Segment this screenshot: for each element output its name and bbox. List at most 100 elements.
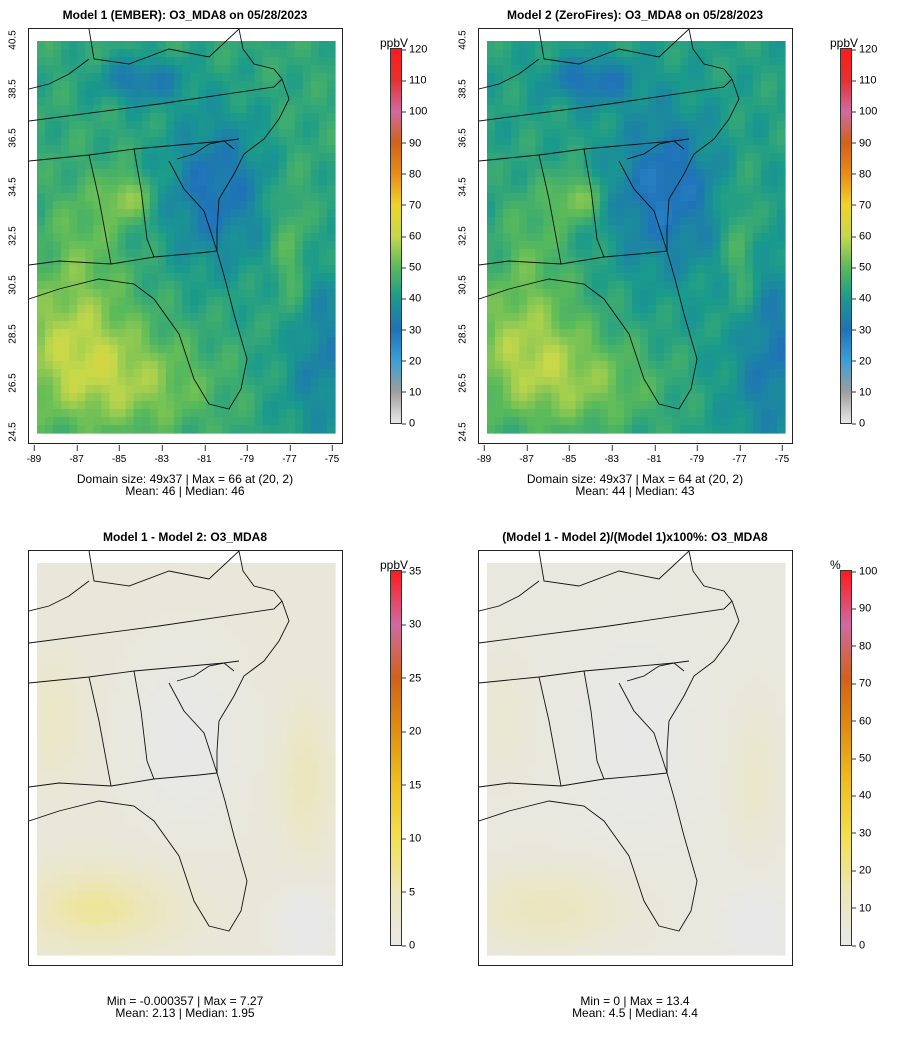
heatmap-cell <box>157 169 167 178</box>
heatmap-cell <box>696 65 706 74</box>
heatmap-cell <box>672 369 681 378</box>
heatmap-cell <box>254 811 264 820</box>
heatmap-cell <box>744 337 754 346</box>
heatmap-cell <box>575 169 585 178</box>
heatmap-cell <box>165 313 175 322</box>
heatmap-cell <box>149 153 159 162</box>
heatmap-cell <box>559 313 569 322</box>
heatmap-cell <box>615 241 625 250</box>
heatmap-cell <box>93 369 103 378</box>
heatmap-cell <box>37 835 46 844</box>
heatmap-cell <box>85 739 94 748</box>
heatmap-cell <box>527 369 536 378</box>
heatmap-cell <box>286 731 296 740</box>
heatmap-cell <box>206 273 215 282</box>
heatmap-cell <box>712 289 722 298</box>
heatmap-cell <box>173 257 183 266</box>
heatmap-cell <box>270 113 280 122</box>
heatmap-cell <box>503 377 512 386</box>
heatmap-cell <box>704 153 714 162</box>
heatmap-cell <box>326 313 336 322</box>
heatmap-cell <box>294 177 304 186</box>
heatmap-cell <box>230 587 239 596</box>
heatmap-cell <box>149 571 159 580</box>
heatmap-cell <box>768 353 778 362</box>
heatmap-cell <box>318 281 328 290</box>
heatmap-cell <box>206 401 215 410</box>
heatmap-cell <box>61 425 70 434</box>
heatmap-cell <box>238 587 247 596</box>
heatmap-cell <box>198 233 207 242</box>
heatmap-cell <box>230 65 239 74</box>
heatmap-cell <box>744 217 754 226</box>
heatmap-cell <box>680 345 689 354</box>
heatmap-cell <box>648 265 657 274</box>
heatmap-cell <box>125 611 135 620</box>
heatmap-cell <box>768 153 778 162</box>
heatmap-cell <box>278 755 288 764</box>
heatmap-cell <box>270 819 280 828</box>
heatmap-cell <box>198 603 207 612</box>
heatmap-cell <box>125 603 135 612</box>
heatmap-cell <box>190 113 199 122</box>
heatmap-cell <box>141 707 151 716</box>
heatmap-cell <box>53 249 62 258</box>
heatmap-cell <box>133 369 143 378</box>
heatmap-cell <box>607 329 617 338</box>
heatmap-cell <box>672 273 681 282</box>
heatmap-cell <box>101 651 111 660</box>
heatmap-cell <box>270 369 280 378</box>
heatmap-cell <box>599 385 609 394</box>
heatmap-cell <box>559 177 569 186</box>
heatmap-cell <box>45 369 54 378</box>
heatmap-cell <box>222 329 231 338</box>
heatmap-cell <box>246 699 256 708</box>
heatmap-cell <box>760 409 770 418</box>
heatmap-cell <box>238 417 247 426</box>
heatmap-cell <box>230 273 239 282</box>
heatmap-cell <box>181 763 191 772</box>
heatmap-cell <box>125 787 135 796</box>
heatmap-cell <box>583 313 593 322</box>
heatmap-cell <box>318 361 328 370</box>
heatmap-cell <box>85 161 94 170</box>
heatmap-cell <box>165 209 175 218</box>
heatmap-cell <box>623 49 633 58</box>
heatmap-cell <box>165 217 175 226</box>
heatmap-cell <box>591 297 601 306</box>
heatmap-cell <box>664 145 673 154</box>
heatmap-cell <box>567 369 577 378</box>
heatmap-cell <box>190 635 199 644</box>
heatmap-cell <box>286 73 296 82</box>
heatmap-cell <box>776 81 786 90</box>
heatmap-cell <box>157 715 167 724</box>
heatmap-cell <box>109 185 119 194</box>
heatmap-cell <box>141 49 151 58</box>
heatmap-cell <box>214 313 223 322</box>
heatmap-cell <box>286 377 296 386</box>
heatmap-cell <box>519 193 528 202</box>
heatmap-cell <box>704 81 714 90</box>
heatmap-cell <box>503 249 512 258</box>
heatmap-cell <box>776 233 786 242</box>
heatmap-cell <box>222 811 231 820</box>
heatmap-cell <box>270 683 280 692</box>
heatmap-cell <box>567 401 577 410</box>
heatmap-cell <box>222 265 231 274</box>
heatmap-cell <box>559 145 569 154</box>
heatmap-cell <box>736 385 746 394</box>
heatmap-cell <box>607 129 617 138</box>
heatmap-cell <box>704 185 714 194</box>
heatmap-cell <box>720 385 730 394</box>
heatmap-cell <box>286 345 296 354</box>
heatmap-cell <box>133 731 143 740</box>
heatmap-cell <box>157 755 167 764</box>
heatmap-cell <box>53 97 62 106</box>
heatmap-cell <box>326 779 336 788</box>
heatmap-cell <box>583 129 593 138</box>
heatmap-cell <box>157 321 167 330</box>
heatmap-cell <box>238 257 247 266</box>
heatmap-cell <box>238 723 247 732</box>
heatmap-cell <box>591 401 601 410</box>
heatmap-cell <box>567 353 577 362</box>
